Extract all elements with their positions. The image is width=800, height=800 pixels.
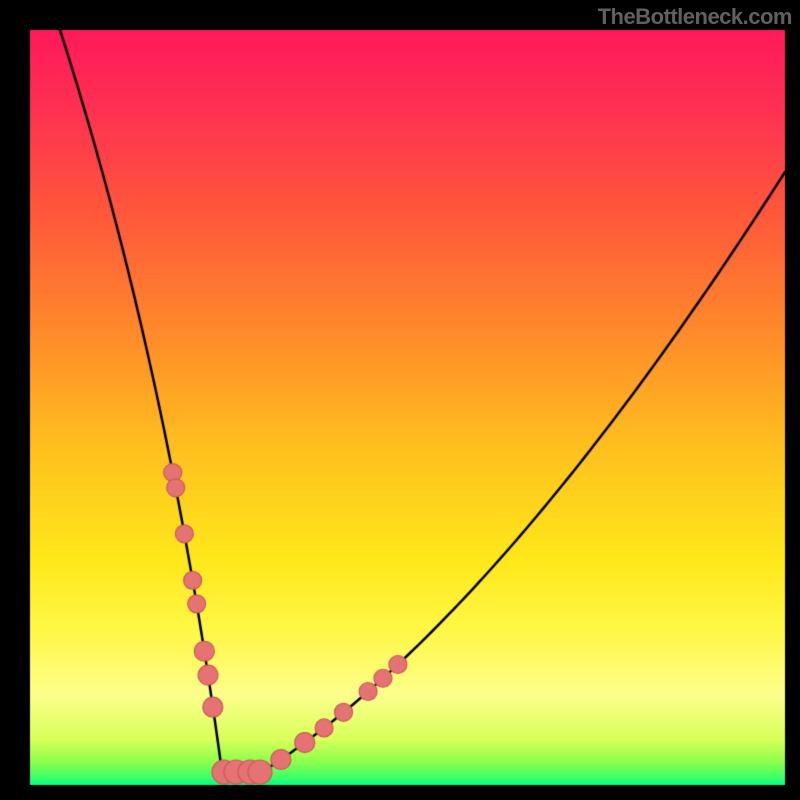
watermark-text: TheBottleneck.com <box>598 4 792 30</box>
bottleneck-chart-canvas <box>0 0 800 800</box>
chart-container: TheBottleneck.com <box>0 0 800 800</box>
